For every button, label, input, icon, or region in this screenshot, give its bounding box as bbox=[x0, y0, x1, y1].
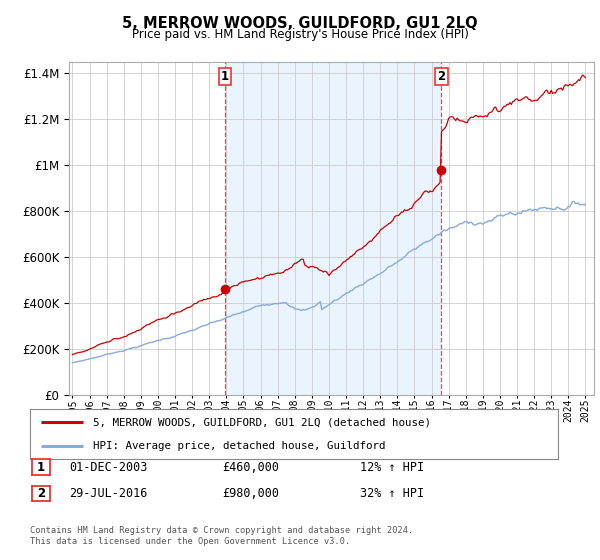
Text: 1: 1 bbox=[221, 70, 229, 83]
Text: 1: 1 bbox=[37, 460, 45, 474]
Text: Contains HM Land Registry data © Crown copyright and database right 2024.
This d: Contains HM Land Registry data © Crown c… bbox=[30, 526, 413, 546]
Bar bbox=[225, 62, 442, 395]
Text: 01-DEC-2003: 01-DEC-2003 bbox=[69, 460, 148, 474]
Text: £980,000: £980,000 bbox=[222, 487, 279, 500]
Text: £460,000: £460,000 bbox=[222, 460, 279, 474]
Text: HPI: Average price, detached house, Guildford: HPI: Average price, detached house, Guil… bbox=[94, 441, 386, 451]
Text: 29-JUL-2016: 29-JUL-2016 bbox=[69, 487, 148, 500]
Text: Price paid vs. HM Land Registry's House Price Index (HPI): Price paid vs. HM Land Registry's House … bbox=[131, 28, 469, 41]
Text: 5, MERROW WOODS, GUILDFORD, GU1 2LQ: 5, MERROW WOODS, GUILDFORD, GU1 2LQ bbox=[122, 16, 478, 31]
Text: 2: 2 bbox=[437, 70, 446, 83]
Text: 5, MERROW WOODS, GUILDFORD, GU1 2LQ (detached house): 5, MERROW WOODS, GUILDFORD, GU1 2LQ (det… bbox=[94, 417, 431, 427]
Text: 12% ↑ HPI: 12% ↑ HPI bbox=[360, 460, 424, 474]
Text: 2: 2 bbox=[37, 487, 45, 500]
Text: 32% ↑ HPI: 32% ↑ HPI bbox=[360, 487, 424, 500]
